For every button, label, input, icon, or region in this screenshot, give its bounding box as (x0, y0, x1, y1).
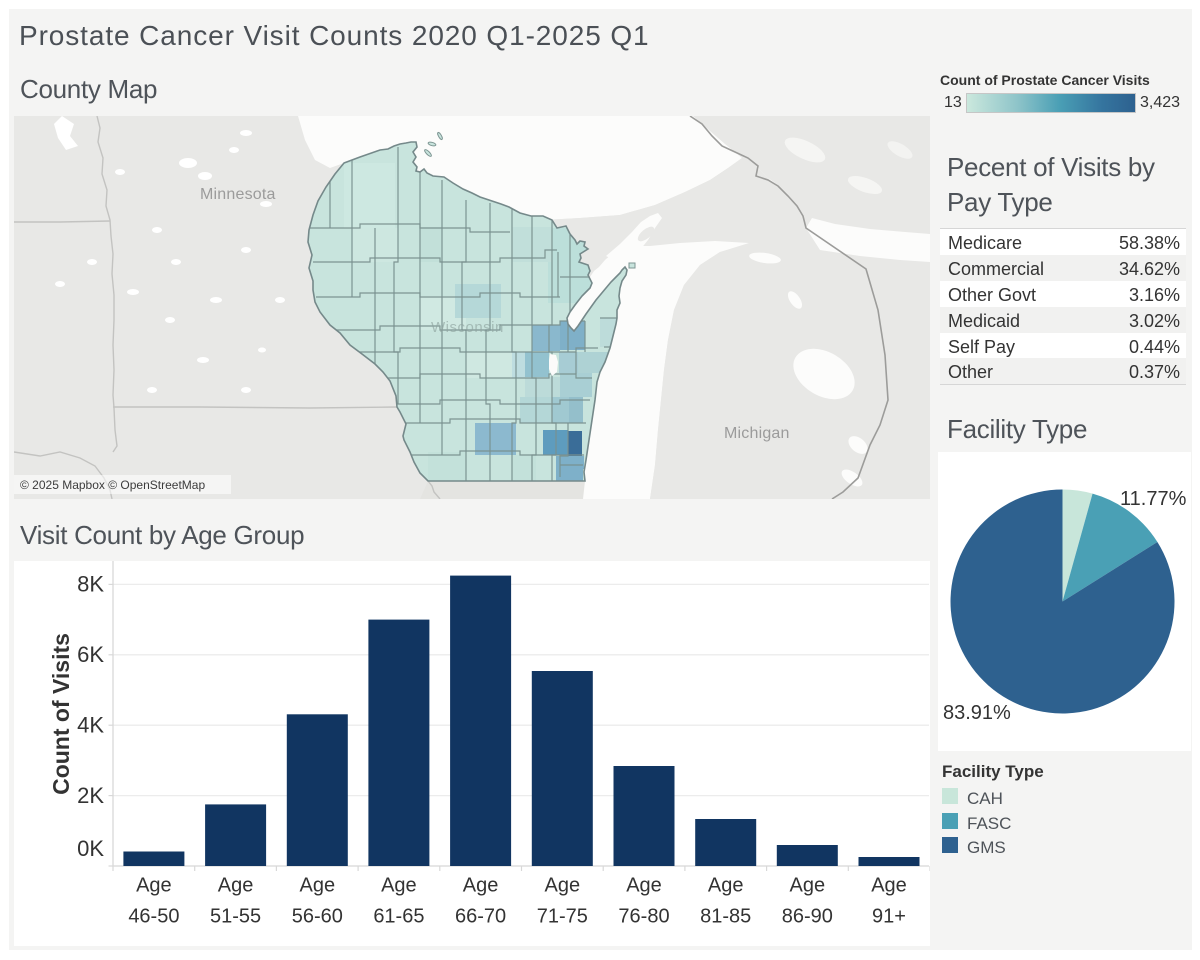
svg-text:Age: Age (708, 875, 744, 897)
svg-text:Age: Age (136, 875, 172, 897)
svg-text:56-60: 56-60 (292, 906, 343, 928)
svg-text:Count of Visits: Count of Visits (48, 633, 74, 795)
svg-text:Wisconsin: Wisconsin (431, 319, 504, 336)
svg-text:Michigan: Michigan (724, 425, 790, 442)
svg-text:86-90: 86-90 (782, 906, 833, 928)
svg-text:6K: 6K (77, 642, 104, 667)
svg-text:Age: Age (626, 875, 662, 897)
svg-text:46-50: 46-50 (128, 906, 179, 928)
svg-text:Age: Age (218, 875, 254, 897)
svg-text:© 2025 Mapbox © OpenStreetMap: © 2025 Mapbox © OpenStreetMap (20, 478, 205, 492)
svg-text:Age: Age (463, 875, 499, 897)
svg-text:Age: Age (871, 875, 907, 897)
svg-text:Age: Age (381, 875, 417, 897)
svg-text:51-55: 51-55 (210, 906, 261, 928)
svg-text:71-75: 71-75 (537, 906, 588, 928)
svg-text:61-65: 61-65 (373, 906, 424, 928)
svg-text:8K: 8K (77, 572, 104, 597)
svg-text:0K: 0K (77, 836, 104, 861)
svg-text:91+: 91+ (872, 906, 906, 928)
svg-text:4K: 4K (77, 712, 104, 737)
svg-text:Age: Age (545, 875, 581, 897)
svg-text:66-70: 66-70 (455, 906, 506, 928)
svg-text:Minnesota: Minnesota (200, 186, 276, 203)
svg-text:Age: Age (300, 875, 336, 897)
svg-text:81-85: 81-85 (700, 906, 751, 928)
svg-text:11.77%: 11.77% (1120, 488, 1187, 510)
svg-text:Age: Age (790, 875, 826, 897)
svg-text:76-80: 76-80 (618, 906, 669, 928)
svg-text:2K: 2K (77, 783, 104, 808)
svg-text:83.91%: 83.91% (943, 702, 1011, 724)
